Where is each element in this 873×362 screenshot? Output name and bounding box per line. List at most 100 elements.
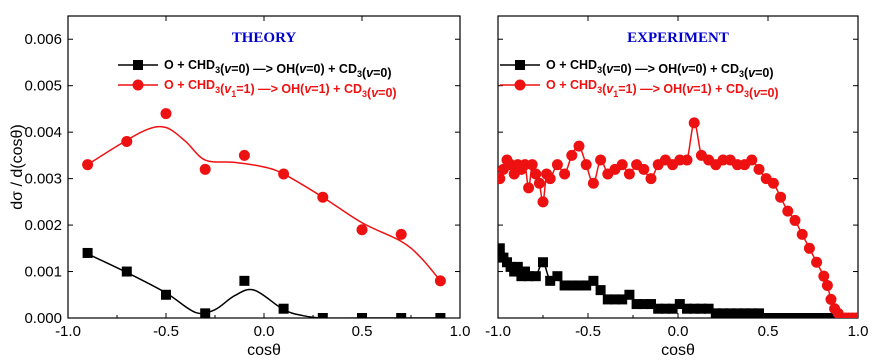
data-point-circle <box>395 228 407 240</box>
data-point-circle <box>803 242 815 254</box>
legend-text-part: O + <box>546 58 570 72</box>
chart-panel-theory: -1.0 -0.5 0.0 0.5 1.0 0.000 0.001 0.002 0.003 0.0… <box>9 15 470 359</box>
legend-marker-circle <box>132 79 144 91</box>
legend-text-part: CD <box>721 62 739 76</box>
legend-subscript: 1 <box>613 89 618 99</box>
data-point-circle <box>523 182 535 194</box>
data-point-square <box>559 280 570 291</box>
data-point-square <box>512 261 523 272</box>
data-point-circle <box>688 117 700 129</box>
legend-text-part: ( <box>362 66 367 80</box>
data-point-square <box>761 313 772 318</box>
data-point-circle <box>825 293 837 305</box>
data-point-square <box>617 294 628 305</box>
data-point-circle <box>82 159 94 171</box>
legend-text-part: —> OH <box>632 62 678 76</box>
data-point-circle <box>580 159 592 171</box>
data-point-square <box>595 285 606 296</box>
legend-text-part: =0) <box>306 62 324 76</box>
data-point-circle <box>595 154 607 166</box>
data-point-circle <box>278 168 290 180</box>
data-point-circle <box>681 154 693 166</box>
legend-text-part: + <box>707 62 721 76</box>
legend-text-part: =0) <box>688 62 706 76</box>
plot-area <box>82 108 446 318</box>
legend-text-part: + <box>325 62 339 76</box>
data-point-circle <box>821 279 833 291</box>
legend-text-part: CHD <box>570 78 597 92</box>
data-point-square <box>631 299 642 310</box>
data-point-square <box>682 303 692 314</box>
legend-text-part: =0) <box>760 86 778 100</box>
data-point-circle <box>566 149 578 161</box>
data-point-square <box>811 313 822 318</box>
data-point-circle <box>811 256 823 268</box>
legend-text-part: CD <box>726 82 744 96</box>
series-v1 <box>498 117 858 318</box>
y-axis-label: dσ / d(cosθ) <box>9 124 26 209</box>
legend-italic-v: v <box>366 66 374 80</box>
x-axis-label: cosθ <box>661 342 695 359</box>
data-point-circle <box>775 191 787 203</box>
data-point-square <box>538 257 548 268</box>
data-point-square <box>566 280 577 291</box>
legend-label: O + CHD3(v=0) —> OH(v=0) + CD3(v=0) <box>164 58 392 80</box>
data-point-square <box>674 299 685 310</box>
data-point-square <box>797 313 808 318</box>
legend-italic-v: v <box>606 82 614 96</box>
chart-title: EXPERIMENT <box>627 30 729 46</box>
legend-text-part: CD <box>344 82 362 96</box>
legend-text-part: + <box>712 82 726 96</box>
legend-subscript: 3 <box>744 89 749 99</box>
data-point-circle <box>638 163 650 175</box>
legend-text-part: ( <box>682 82 687 96</box>
legend-italic-v: v <box>606 62 614 76</box>
legend-italic-v: v <box>224 62 232 76</box>
data-point-square <box>782 313 793 318</box>
legend-text-part: ( <box>300 82 305 96</box>
legend-subscript: 3 <box>362 89 367 99</box>
legend-text-part: CHD <box>188 58 215 72</box>
data-point-circle <box>526 159 538 171</box>
series-v1 <box>82 108 446 287</box>
legend-italic-v: v <box>299 62 307 76</box>
x-axis-label: cosθ <box>247 342 281 359</box>
data-point-square <box>732 308 743 318</box>
legend-text-part: ( <box>602 82 607 96</box>
legend-label: O + CHD3(v1=1) —> OH(v=1) + CD3(v=0) <box>546 78 779 100</box>
legend: O + CHD3(v=0) —> OH(v=0) + CD3(v=0)O + C… <box>118 58 397 100</box>
y-tick-label: 0.005 <box>24 78 62 95</box>
legend-text-part: =1) <box>236 82 254 96</box>
data-point-square <box>602 294 613 305</box>
legend-label: O + CHD3(v=0) —> OH(v=0) + CD3(v=0) <box>546 58 774 80</box>
data-point-circle <box>356 224 368 236</box>
data-point-circle <box>587 177 599 189</box>
data-point-square <box>818 313 829 318</box>
data-point-circle <box>544 173 556 185</box>
data-point-square <box>498 243 505 254</box>
data-point-square <box>646 299 656 310</box>
legend-italic-v: v <box>748 66 756 80</box>
data-point-circle <box>238 149 250 161</box>
legend-text-part: =1) <box>693 82 711 96</box>
data-point-square <box>200 308 211 318</box>
legend-text-part: ( <box>220 62 225 76</box>
legend-text-part: ( <box>744 66 749 80</box>
legend-text-part: O + <box>164 78 188 92</box>
series-v0 <box>498 243 858 318</box>
legend-text-part: —> OH <box>637 82 683 96</box>
legend-subscript: 3 <box>357 69 362 79</box>
data-point-circle <box>616 159 628 171</box>
data-point-square <box>718 308 728 318</box>
data-point-square <box>552 271 563 282</box>
data-point-circle <box>850 312 858 318</box>
data-point-circle <box>498 173 506 185</box>
data-point-circle <box>796 228 808 240</box>
data-point-circle <box>559 168 571 180</box>
y-tick-label: 0.006 <box>24 31 62 48</box>
data-point-square <box>435 313 446 318</box>
data-point-circle <box>530 168 542 180</box>
data-point-square <box>396 313 407 318</box>
x-tick-label: -0.5 <box>153 323 179 340</box>
